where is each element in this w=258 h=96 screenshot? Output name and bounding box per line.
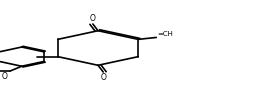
Text: O: O: [100, 73, 106, 82]
Text: O: O: [90, 14, 96, 23]
Text: O: O: [2, 72, 7, 82]
Text: =CH: =CH: [158, 31, 173, 37]
